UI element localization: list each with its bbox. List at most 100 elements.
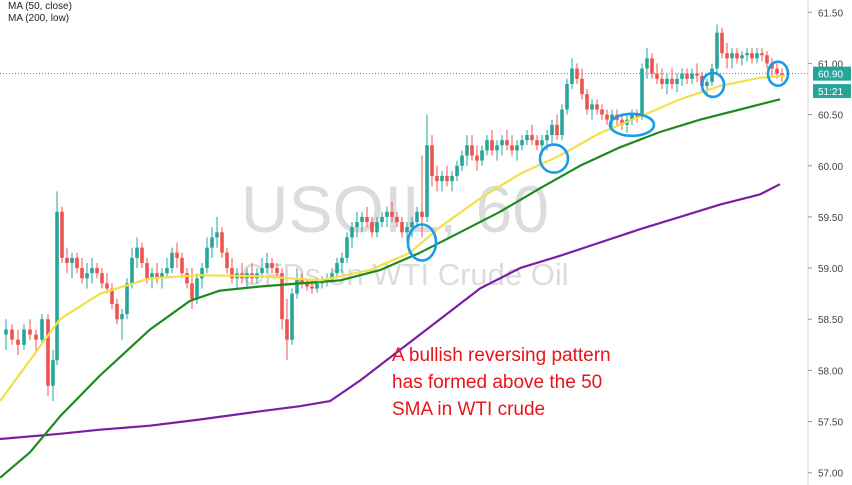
candle xyxy=(505,129,509,151)
candle xyxy=(535,135,539,151)
candle xyxy=(435,165,439,192)
candle xyxy=(230,257,234,284)
candle-body xyxy=(305,283,309,287)
candle-body xyxy=(460,155,464,166)
candle xyxy=(695,63,699,82)
candle-body xyxy=(10,329,14,340)
indicator-label-ma200: MA (200, low) xyxy=(8,13,70,24)
candle-body xyxy=(130,257,134,284)
candle xyxy=(595,99,599,115)
candle-body xyxy=(335,262,339,274)
candle-body xyxy=(490,140,494,151)
candle-body xyxy=(560,109,564,136)
candle xyxy=(680,68,684,86)
y-tick-label: 59.50 xyxy=(818,213,843,224)
candle-body xyxy=(105,283,109,289)
last-price-box xyxy=(813,66,851,81)
candle xyxy=(600,104,604,120)
candle xyxy=(770,58,774,76)
candle xyxy=(500,135,504,156)
candle-body xyxy=(340,257,344,263)
candle xyxy=(530,124,534,146)
candle-body xyxy=(345,237,349,258)
candle-body xyxy=(645,58,649,69)
candle-body xyxy=(260,268,264,274)
candle-body xyxy=(100,273,104,284)
candle-body xyxy=(450,175,454,182)
candle xyxy=(190,268,194,310)
candle-body xyxy=(705,81,709,86)
candle-body xyxy=(480,150,484,161)
candles xyxy=(4,24,784,402)
candle xyxy=(110,283,114,310)
candle xyxy=(485,135,489,156)
candle-body xyxy=(34,334,38,340)
ma-green-line xyxy=(0,98,781,479)
candle xyxy=(605,109,609,125)
candle xyxy=(375,216,379,238)
moving-averages xyxy=(0,73,808,479)
candle-body xyxy=(530,135,534,141)
candle-body xyxy=(51,360,55,386)
candle-body xyxy=(415,211,419,223)
highlight-circle xyxy=(766,60,790,87)
candle xyxy=(34,329,38,350)
candle xyxy=(590,99,594,120)
annotation-text: A bullish reversing pattern has formed a… xyxy=(392,342,662,423)
candle-body xyxy=(435,175,439,182)
candle-body xyxy=(445,175,449,182)
watermark: USOIL, 60 CFDs on WTI Crude Oil xyxy=(241,172,569,292)
candle-body xyxy=(620,119,624,125)
candle-body xyxy=(715,32,719,69)
candle-body xyxy=(270,262,274,269)
candle-body xyxy=(60,211,64,258)
candle-body xyxy=(195,278,199,299)
candle xyxy=(430,135,434,187)
candle xyxy=(720,27,724,59)
candle-body xyxy=(220,232,224,253)
candle xyxy=(690,68,694,84)
candle-body xyxy=(290,293,294,340)
candle xyxy=(585,89,589,115)
candle-body xyxy=(505,140,509,146)
candle xyxy=(90,257,94,284)
candle-body xyxy=(695,73,699,76)
candle-body xyxy=(265,262,269,269)
candle xyxy=(580,68,584,100)
candle-body xyxy=(660,78,664,84)
candle xyxy=(260,257,264,279)
candle xyxy=(130,247,134,289)
candle-body xyxy=(525,135,529,141)
candle-body xyxy=(495,145,499,151)
ma50-line xyxy=(0,74,786,402)
candle xyxy=(285,298,289,361)
candle-body xyxy=(55,211,59,361)
candle-body xyxy=(40,319,44,340)
annotation-line-3: SMA in WTI crude xyxy=(392,399,546,420)
candle-body xyxy=(215,232,219,238)
candle-body xyxy=(115,303,119,320)
candle-body xyxy=(545,135,549,141)
watermark-title: USOIL, 60 xyxy=(241,172,549,246)
candle xyxy=(565,78,569,115)
candle-body xyxy=(160,273,164,279)
candle-body xyxy=(285,319,289,340)
candle-body xyxy=(535,140,539,146)
y-tick-label: 58.50 xyxy=(818,315,843,326)
candle xyxy=(120,309,124,340)
candle-body xyxy=(420,211,424,217)
candle-body xyxy=(725,53,729,59)
candle xyxy=(28,319,32,340)
candle xyxy=(410,216,414,238)
candle xyxy=(115,298,119,325)
candle xyxy=(570,58,574,90)
candle xyxy=(80,257,84,284)
candle xyxy=(725,42,729,69)
candle-body xyxy=(75,257,79,269)
candle xyxy=(510,135,514,156)
candle xyxy=(4,319,8,350)
candle-body xyxy=(600,109,604,115)
candle xyxy=(340,252,344,274)
